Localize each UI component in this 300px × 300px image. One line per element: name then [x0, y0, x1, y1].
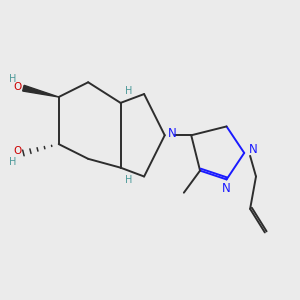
Text: N: N — [222, 182, 231, 195]
Text: H: H — [9, 74, 17, 84]
Text: O: O — [14, 146, 22, 157]
Text: N: N — [168, 127, 176, 140]
Text: H: H — [9, 157, 17, 167]
Text: O: O — [14, 82, 22, 92]
Text: N: N — [249, 143, 257, 157]
Text: H: H — [125, 85, 133, 95]
Polygon shape — [23, 85, 59, 97]
Text: H: H — [125, 175, 133, 185]
